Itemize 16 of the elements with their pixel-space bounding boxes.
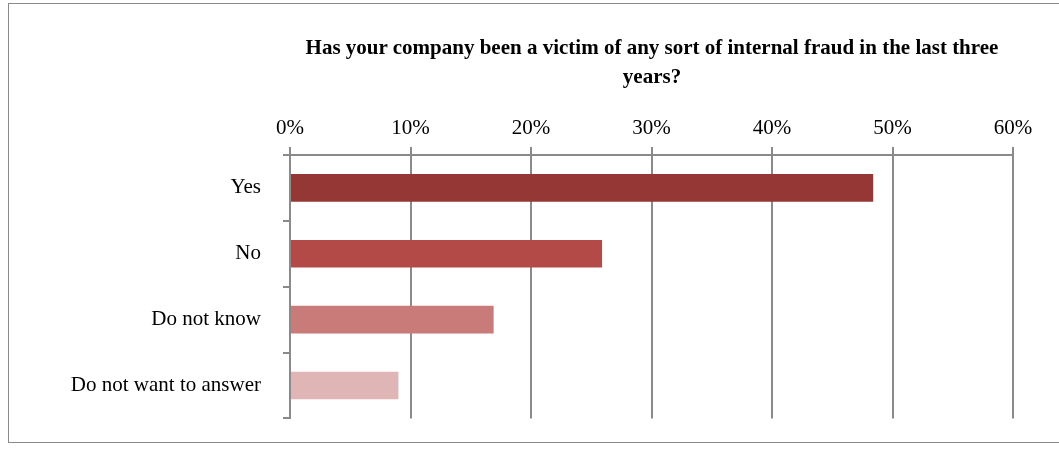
chart-title: Has your company been a victim of any sort of internal fraud in the last three years? [304, 34, 1000, 90]
x-tick-label: 60% [993, 114, 1033, 139]
bar [291, 174, 874, 202]
x-tick-label: 30% [632, 114, 671, 139]
bar [291, 371, 399, 400]
y-tick-label: Do not want to answer [70, 371, 261, 396]
x-tick-label: 20% [511, 114, 551, 139]
bar [291, 305, 494, 334]
x-tick-label: 40% [752, 114, 792, 139]
y-tick-label: Do not know [151, 306, 262, 331]
y-tick-label: Yes [230, 174, 261, 199]
x-tick-label: 0% [276, 114, 304, 139]
x-tick-label: 10% [391, 114, 430, 139]
x-tick-label: 50% [873, 114, 912, 139]
bar [291, 239, 603, 268]
y-tick-label: No [235, 240, 261, 265]
